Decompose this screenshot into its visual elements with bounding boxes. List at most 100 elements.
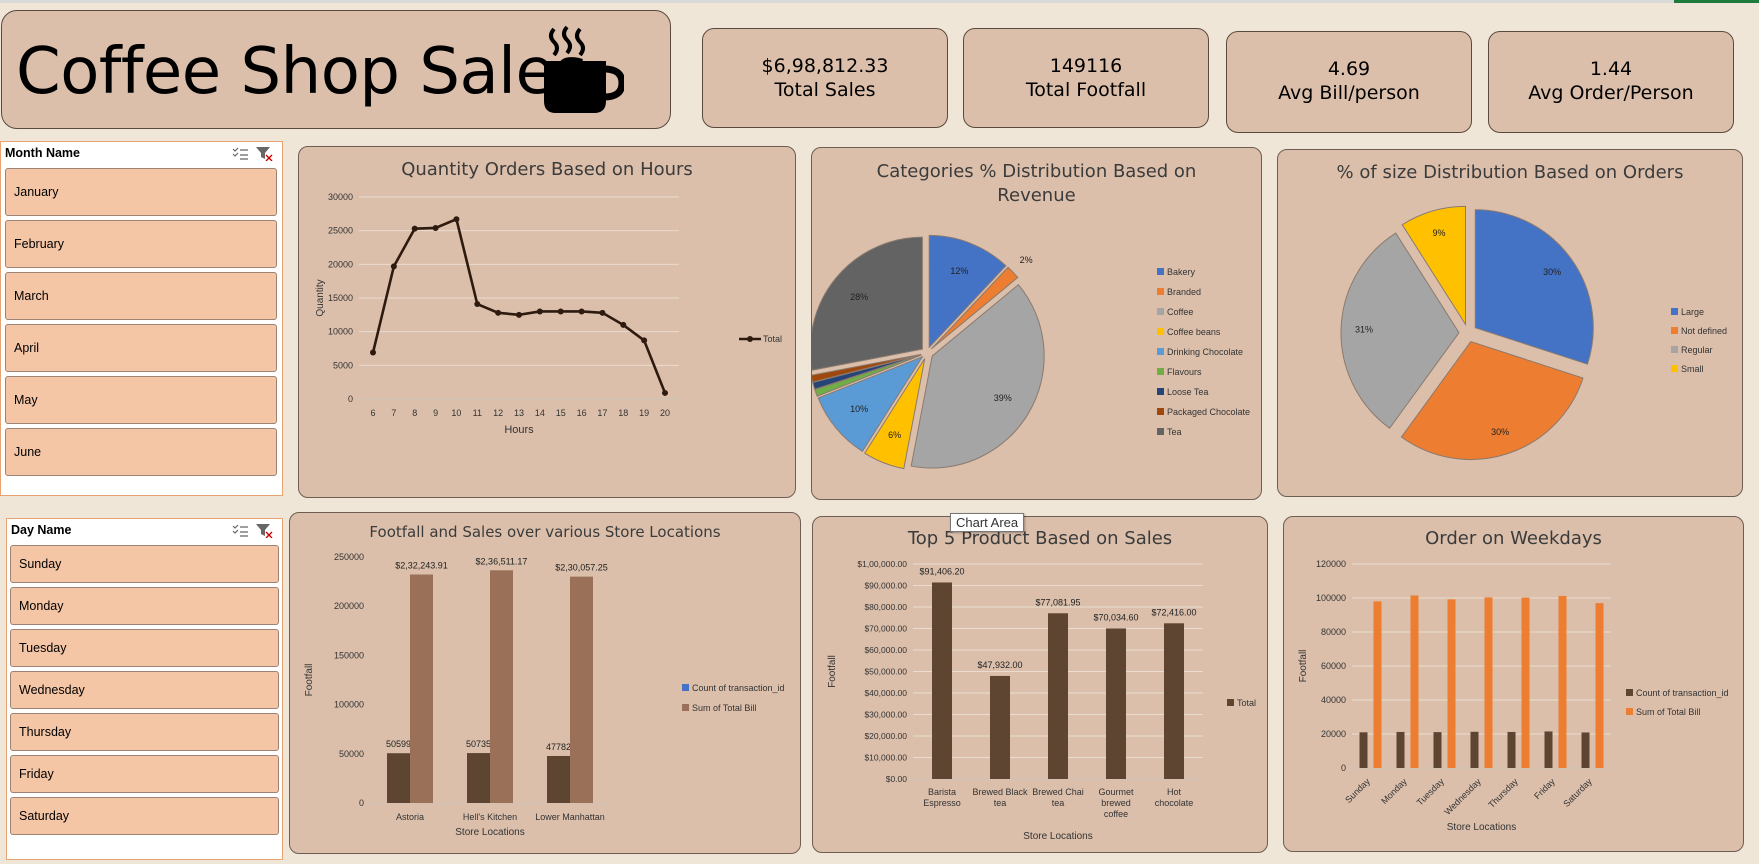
x-tick-label: 9: [433, 408, 438, 418]
bar-count-of-transaction-id: [1470, 731, 1479, 768]
x-tick-label: 15: [556, 408, 566, 418]
y-tick-label: 5000: [333, 360, 353, 370]
x-tick-label: 17: [597, 408, 607, 418]
clear-filter-icon[interactable]: [256, 147, 273, 161]
x-tick-label: Saturday: [1561, 776, 1594, 809]
bar-total: [990, 675, 1010, 779]
line-point: [370, 349, 376, 356]
bar-total: [1164, 623, 1184, 779]
x-tick-label: Astoria: [396, 812, 424, 822]
x-tick-label: Lower Manhattan: [535, 812, 605, 822]
bar-sum-of-total-bill: [1410, 595, 1419, 768]
category-pie-chart: 12%2%39%6%10%1%1%1%28%BakeryBrandedCoffe…: [812, 234, 1250, 470]
day-item-friday[interactable]: Friday: [10, 755, 279, 793]
month-item-june[interactable]: June: [5, 428, 277, 476]
top-products-bar-chart: $0.00 $10,000.00 $20,000.00 $30,000.00 $40,0…: [827, 559, 1256, 842]
legend-swatch: [1671, 346, 1678, 353]
day-slicer: Day Name Sunday Monday Tuesday Wednesday…: [6, 518, 283, 860]
x-tick-label: tea: [1052, 798, 1065, 808]
slicer-item-label: Thursday: [19, 725, 72, 739]
slicer-item-label: Sunday: [19, 557, 62, 571]
slicer-item-label: June: [14, 445, 42, 459]
y-tick-label: $10,000.00: [864, 753, 907, 763]
legend-swatch: [682, 684, 689, 691]
legend-label: Count of transaction_id: [1636, 688, 1729, 698]
kpi-total-sales: $6,98,812.33 Total Sales: [702, 28, 948, 128]
month-item-january[interactable]: January: [5, 168, 277, 216]
legend-label: Large: [1681, 307, 1704, 317]
pie-data-label: 6%: [888, 430, 901, 440]
top-products-chart-panel[interactable]: Top 5 Product Based on Sales $0.00 $10,00…: [812, 516, 1268, 853]
pie-slice-bakery: [928, 234, 1007, 349]
x-tick-label: 19: [639, 408, 649, 418]
slicer-item-label: April: [14, 341, 40, 355]
legend-label: Branded: [1167, 287, 1201, 297]
month-item-march[interactable]: March: [5, 272, 277, 320]
category-pie-chart-panel[interactable]: Categories % Distribution Based on Reven…: [811, 147, 1262, 500]
bar-total: [1106, 628, 1126, 779]
title-box: Coffee Shop Sales: [1, 10, 671, 129]
kpi-avg-bill: 4.69 Avg Bill/person: [1226, 31, 1472, 133]
x-tick-label: Wednesday: [1442, 776, 1483, 817]
multi-select-icon[interactable]: [230, 145, 250, 161]
x-tick-label: Friday: [1532, 776, 1557, 801]
legend-label: Flavours: [1167, 367, 1202, 377]
pie-slice-not-defined: [1400, 340, 1584, 461]
size-pie-chart-panel[interactable]: % of size Distribution Based on Orders 3…: [1277, 149, 1743, 497]
chart-title: Order on Weekdays: [1425, 528, 1602, 549]
bar-sum-of-total-bill: [1484, 597, 1493, 768]
pie-data-label: 31%: [1355, 325, 1373, 335]
pie-data-label: 9%: [1432, 228, 1445, 238]
x-tick-label: 7: [391, 408, 396, 418]
store-locations-bar-chart: 0 50000 100000 150000 200000 250000 50599 $2,32…: [304, 552, 785, 838]
day-item-saturday[interactable]: Saturday: [10, 797, 279, 835]
bar-total: [1048, 613, 1068, 779]
day-item-wednesday[interactable]: Wednesday: [10, 671, 279, 709]
coffee-cup-icon: [544, 25, 624, 113]
y-tick-label: 250000: [334, 552, 364, 562]
weekdays-chart-panel[interactable]: Order on Weekdays 0 20000 40000 60000 80000 1…: [1283, 516, 1744, 852]
bar-sum-of-total-bill: [490, 570, 513, 803]
day-item-thursday[interactable]: Thursday: [10, 713, 279, 751]
x-tick-label: coffee: [1104, 809, 1128, 819]
pie-slice-small: [1401, 205, 1466, 327]
y-tick-label: $70,000.00: [864, 624, 907, 634]
legend-label: Bakery: [1167, 267, 1196, 277]
data-label: $77,081.95: [1035, 597, 1080, 607]
hours-line-chart-panel[interactable]: Quantity Orders Based on Hours 0 5000 1000…: [298, 146, 796, 498]
legend-label: Count of transaction_id: [692, 683, 785, 693]
month-item-april[interactable]: April: [5, 324, 277, 372]
x-tick-label: 11: [473, 408, 482, 418]
store-locations-chart-panel[interactable]: Footfall and Sales over various Store Lo…: [289, 512, 801, 854]
bar-sum-of-total-bill: [1373, 601, 1382, 768]
x-tick-label: Thursday: [1486, 776, 1520, 810]
legend-swatch: [1157, 348, 1164, 355]
pie-data-label: 2%: [1020, 255, 1033, 265]
y-tick-label: $90,000.00: [864, 581, 907, 591]
x-tick-label: Brewed Chai: [1032, 787, 1084, 797]
month-item-february[interactable]: February: [5, 220, 277, 268]
day-item-tuesday[interactable]: Tuesday: [10, 629, 279, 667]
x-tick-label: Barista: [928, 787, 956, 797]
x-tick-label: Brewed Black: [972, 787, 1028, 797]
bar-count-of-transaction-id: [547, 755, 570, 803]
legend-swatch: [1157, 428, 1164, 435]
day-item-sunday[interactable]: Sunday: [10, 545, 279, 583]
pie-slice-coffee: [910, 283, 1045, 469]
day-slicer-header: Day Name: [7, 519, 282, 541]
day-item-monday[interactable]: Monday: [10, 587, 279, 625]
y-tick-label: 50000: [339, 749, 364, 759]
clear-filter-icon[interactable]: [256, 524, 273, 538]
x-tick-label: 10: [451, 408, 461, 418]
pie-slice-drinking-chocolate: [817, 355, 924, 453]
data-label: $2,30,057.25: [555, 563, 608, 573]
chart-title: Footfall and Sales over various Store Lo…: [369, 523, 721, 541]
month-slicer: Month Name January February March April …: [0, 141, 283, 496]
line-point: [390, 263, 397, 270]
line-point: [474, 301, 481, 308]
multi-select-icon[interactable]: [230, 522, 250, 538]
x-tick-label: 8: [412, 408, 417, 418]
bar-count-of-transaction-id: [1396, 731, 1405, 768]
month-item-may[interactable]: May: [5, 376, 277, 424]
y-tick-label: $1,00,000.00: [857, 559, 907, 569]
